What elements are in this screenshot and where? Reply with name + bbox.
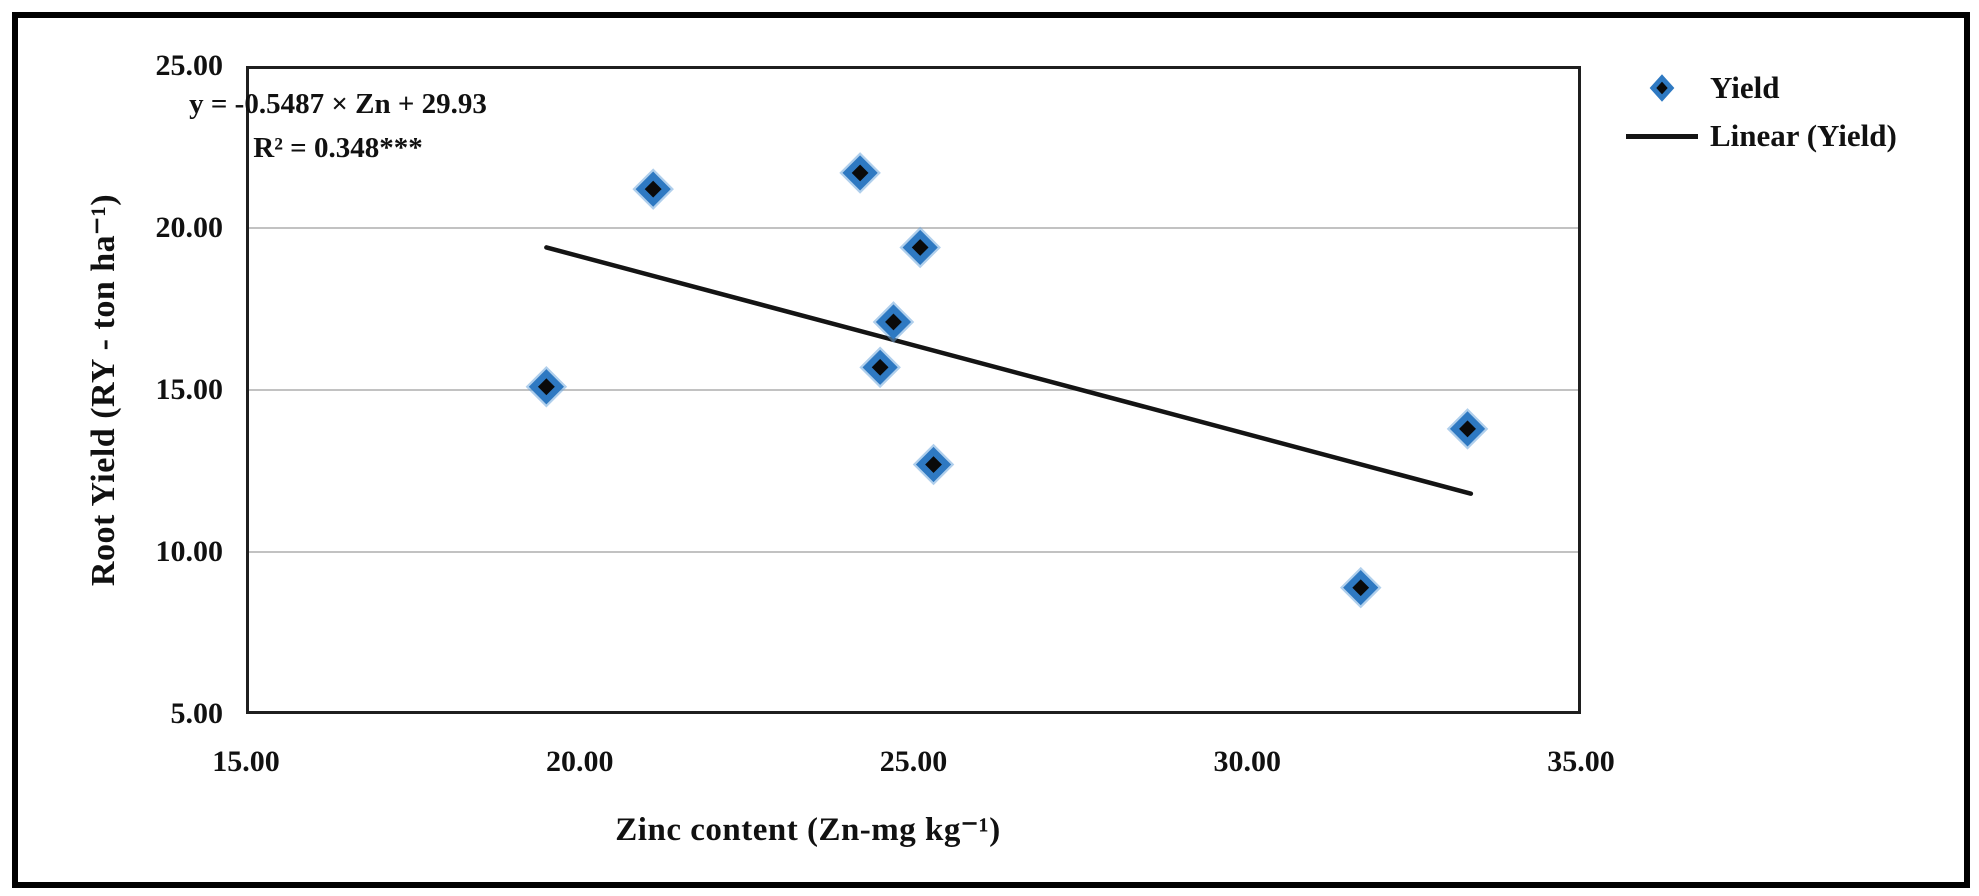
x-tick-label: 15.00 [212, 745, 280, 778]
data-point-marker [875, 304, 912, 340]
legend-item-linear: Linear (Yield) [1620, 112, 1897, 160]
x-tick-label: 35.00 [1547, 745, 1615, 778]
x-tick-label: 20.00 [546, 745, 614, 778]
yield-diamond-icon [1620, 72, 1704, 104]
legend-label: Yield [1710, 70, 1780, 105]
trend-line-sample-icon [1620, 133, 1704, 139]
legend-item-yield: Yield [1620, 64, 1897, 112]
regression-equation: y = -0.5487 × Zn + 29.93 [189, 88, 487, 120]
legend: Yield Linear (Yield) [1620, 64, 1897, 160]
plot-frame [246, 66, 1581, 714]
data-point-marker [528, 369, 564, 405]
data-point-marker [862, 349, 898, 385]
x-tick-label: 25.00 [879, 745, 948, 778]
figure-border: Root Yield (RY - ton ha⁻¹) y = -0.5487 ×… [12, 12, 1970, 888]
data-point-marker [1449, 411, 1486, 447]
trend-line [544, 245, 1474, 496]
data-point-marker [842, 155, 878, 191]
regression-annotation: y = -0.5487 × Zn + 29.93 R² = 0.348*** [128, 82, 548, 170]
y-tick-label: 20.00 [155, 211, 224, 244]
legend-label: Linear (Yield) [1710, 118, 1897, 153]
y-tick-label: 5.00 [170, 697, 224, 730]
data-point-marker [915, 446, 952, 483]
x-tick-label: 30.00 [1213, 745, 1282, 778]
data-point-marker [635, 171, 671, 207]
data-point-marker [1343, 570, 1379, 606]
plot-area [246, 66, 1581, 714]
y-tick-label: 15.00 [155, 373, 224, 406]
y-tick-label: 25.00 [155, 49, 224, 82]
r-squared-value: R² = 0.348*** [253, 132, 423, 164]
data-point-marker [902, 229, 938, 266]
x-axis-title: Zinc content (Zn-mg kg⁻¹) [615, 812, 1001, 848]
y-tick-label: 10.00 [155, 535, 224, 568]
